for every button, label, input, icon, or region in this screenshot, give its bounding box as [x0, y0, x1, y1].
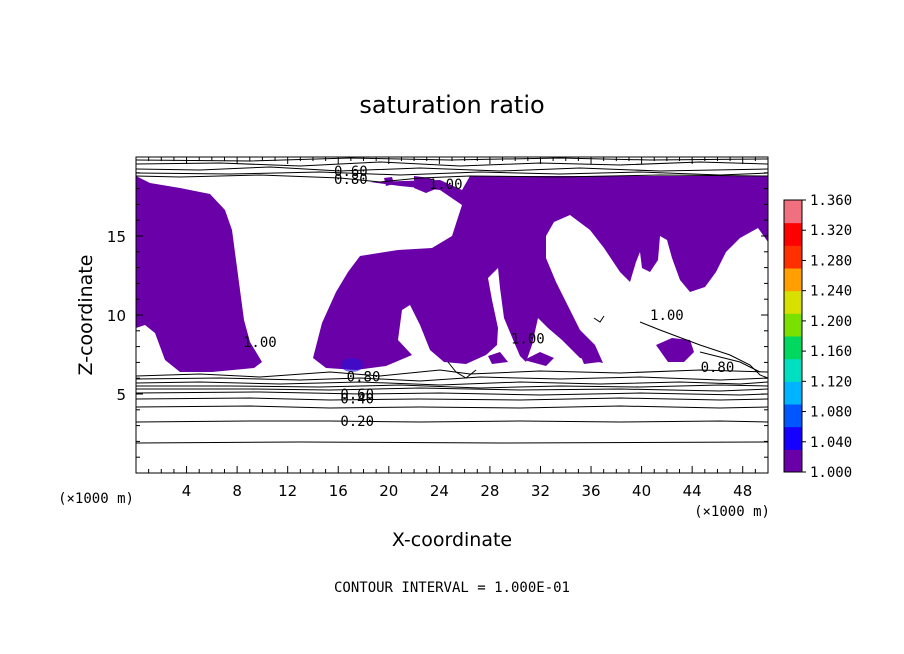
- x-tick-label: 24: [430, 482, 449, 500]
- contour-label: 1.00: [511, 332, 545, 348]
- colorbar-segment: [784, 200, 802, 224]
- colorbar-tick-label: 1.320: [810, 223, 852, 239]
- supersat-blob-5: [580, 352, 600, 364]
- chart-title: saturation ratio: [359, 91, 544, 119]
- contour-label: 0.40: [340, 392, 374, 408]
- x-axis-ticks: 4 8 12 16 20 24 28 32 36 40 44 48: [148, 157, 756, 500]
- colorbar-segment: [784, 449, 802, 473]
- contour-label: 1.00: [243, 335, 277, 351]
- contour-label: 0.80: [347, 370, 381, 386]
- contour-label: 0.80: [334, 172, 368, 188]
- contour-label: 0.80: [701, 360, 735, 376]
- x-tick-label: 20: [379, 482, 398, 500]
- supersat-region-right: [656, 338, 694, 362]
- colorbar-tick-label: 1.360: [810, 193, 852, 209]
- x-tick-label: 40: [632, 482, 651, 500]
- contour-label: 1.00: [429, 177, 463, 193]
- colorbar-tick-label: 1.120: [810, 374, 852, 390]
- supersaturated-regions: [136, 176, 768, 372]
- colorbar-tick-label: 1.200: [810, 314, 852, 330]
- y-tick-label: 10: [107, 307, 126, 325]
- supersat-max-core: [341, 358, 363, 372]
- colorbar-segment: [784, 268, 802, 292]
- colorbar-tick-label: 1.160: [810, 344, 852, 360]
- colorbar-tick-label: 1.240: [810, 284, 852, 300]
- colorbar-tick-label: 1.000: [810, 465, 852, 481]
- colorbar-segment: [784, 426, 802, 450]
- colorbar-segment: [784, 222, 802, 246]
- colorbar-segment: [784, 290, 802, 314]
- x-tick-label: 12: [278, 482, 297, 500]
- colorbar-tick-label: 1.280: [810, 253, 852, 269]
- contour-labels: 0.600.80 1.001.00 1.001.000.800.800.600.40…: [243, 164, 734, 430]
- x-tick-label: 8: [232, 482, 242, 500]
- supersat-blob-1: [414, 176, 438, 193]
- x-unit-label: (×1000 m): [694, 504, 770, 520]
- colorbar-frame: [783, 199, 803, 473]
- x-tick-label: 48: [733, 482, 752, 500]
- supersat-region-mid: [313, 176, 768, 370]
- supersat-region-left: [136, 176, 262, 372]
- x-tick-label: 36: [581, 482, 600, 500]
- colorbar-tick-label: 1.080: [810, 405, 852, 421]
- contour-label: 1.00: [650, 308, 684, 324]
- colorbar-segment: [784, 245, 802, 269]
- colorbar-segment: [784, 358, 802, 382]
- y-tick-label: 15: [107, 228, 126, 246]
- y-axis-title: Z-coordinate: [75, 255, 97, 376]
- y-axis-ticks: 5 10 15: [107, 172, 768, 458]
- colorbar: 1.360 1.320 1.280 1.240 1.200 1.160 1.120 1.080…: [783, 193, 852, 481]
- contour-interval-note: CONTOUR INTERVAL = 1.000E-01: [334, 580, 570, 596]
- y-unit-label: (×1000 m): [58, 491, 134, 507]
- colorbar-segment: [784, 381, 802, 405]
- colorbar-segment: [784, 404, 802, 428]
- x-tick-label: 16: [329, 482, 348, 500]
- contour-label: 0.60: [340, 387, 374, 403]
- contour-lines: [136, 157, 768, 444]
- contour-label: 0.60: [334, 164, 368, 180]
- y-tick-label: 5: [116, 386, 126, 404]
- x-tick-label: 44: [683, 482, 702, 500]
- colorbar-segment: [784, 336, 802, 360]
- contour-label: 0.20: [340, 414, 374, 430]
- x-tick-label: 28: [480, 482, 499, 500]
- supersat-blob-3: [524, 352, 554, 366]
- supersat-blob-4: [488, 352, 508, 364]
- colorbar-segment: [784, 313, 802, 337]
- x-tick-label: 4: [182, 482, 192, 500]
- colorbar-tick-label: 1.040: [810, 435, 852, 451]
- x-axis-title: X-coordinate: [392, 529, 512, 551]
- x-tick-label: 32: [531, 482, 550, 500]
